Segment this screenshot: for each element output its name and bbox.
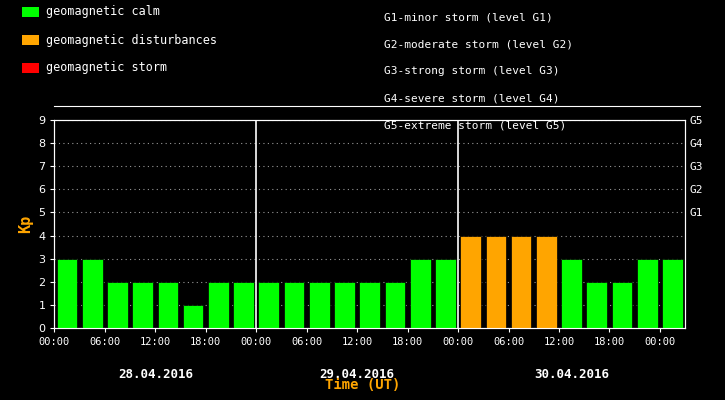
Bar (283, 282, 304, 328)
Bar (208, 282, 228, 328)
Bar (587, 282, 607, 328)
Text: G2-moderate storm (level G2): G2-moderate storm (level G2) (384, 39, 573, 49)
Bar (82, 259, 102, 328)
Text: G1-minor storm (level G1): G1-minor storm (level G1) (384, 12, 553, 22)
Bar (511, 236, 531, 328)
Bar (561, 259, 582, 328)
Bar (107, 282, 128, 328)
Bar (662, 259, 683, 328)
Text: 28.04.2016: 28.04.2016 (117, 368, 193, 382)
Bar (133, 282, 153, 328)
Bar (233, 282, 254, 328)
Text: geomagnetic storm: geomagnetic storm (46, 62, 167, 74)
Bar (309, 282, 330, 328)
Bar (410, 259, 431, 328)
Text: 30.04.2016: 30.04.2016 (534, 368, 609, 382)
Text: G5-extreme storm (level G5): G5-extreme storm (level G5) (384, 121, 566, 131)
Bar (259, 282, 279, 328)
Bar (157, 282, 178, 328)
Bar (612, 282, 632, 328)
Bar (435, 259, 456, 328)
Bar (183, 305, 204, 328)
Text: geomagnetic disturbances: geomagnetic disturbances (46, 34, 218, 46)
Text: G3-strong storm (level G3): G3-strong storm (level G3) (384, 66, 560, 76)
Text: G4-severe storm (level G4): G4-severe storm (level G4) (384, 94, 560, 104)
Bar (57, 259, 78, 328)
Y-axis label: Kp: Kp (17, 215, 33, 233)
Text: geomagnetic calm: geomagnetic calm (46, 6, 160, 18)
Bar (637, 259, 658, 328)
Bar (536, 236, 557, 328)
Bar (486, 236, 506, 328)
Bar (460, 236, 481, 328)
Bar (334, 282, 355, 328)
Bar (385, 282, 405, 328)
Text: Time (UT): Time (UT) (325, 378, 400, 392)
Text: 29.04.2016: 29.04.2016 (320, 368, 394, 382)
Bar (360, 282, 380, 328)
